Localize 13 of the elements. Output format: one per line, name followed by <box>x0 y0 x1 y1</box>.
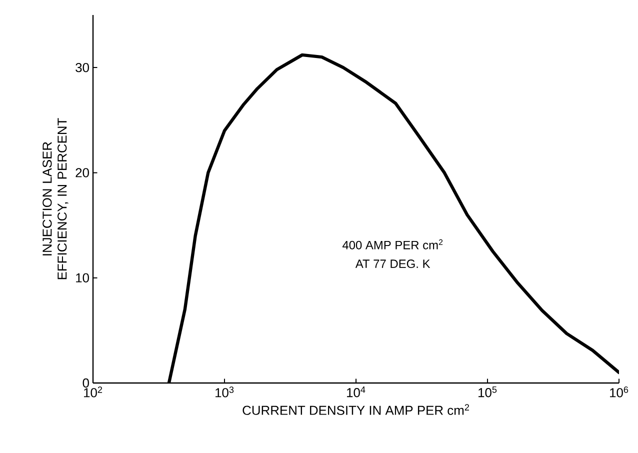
x-tick-label: 10$^{5}$ <box>478 386 497 398</box>
y-tick-label: 0 <box>82 378 89 388</box>
y-tick-label: 10 <box>76 273 89 282</box>
x-axis-title: CURRENT DENSITY IN AMP PER cm$^{2}$ <box>242 404 469 415</box>
y-tick-label: 30 <box>76 62 89 72</box>
x-tick-label: 10$^{4}$ <box>347 386 366 398</box>
annotation: 400 AMP PER cm$^{2}$ <box>342 239 443 250</box>
y-tick-label: 20 <box>76 168 89 178</box>
x-tick-label: 10$^{2}$ <box>84 386 102 398</box>
y-axis-title: INJECTION LASER EFFICIENCY, IN PERCENT <box>42 118 68 280</box>
x-tick-label: 10$^{6}$ <box>610 386 628 398</box>
annotation: AT 77 DEG. K <box>355 260 430 268</box>
x-tick-label: 10$^{3}$ <box>216 386 234 398</box>
